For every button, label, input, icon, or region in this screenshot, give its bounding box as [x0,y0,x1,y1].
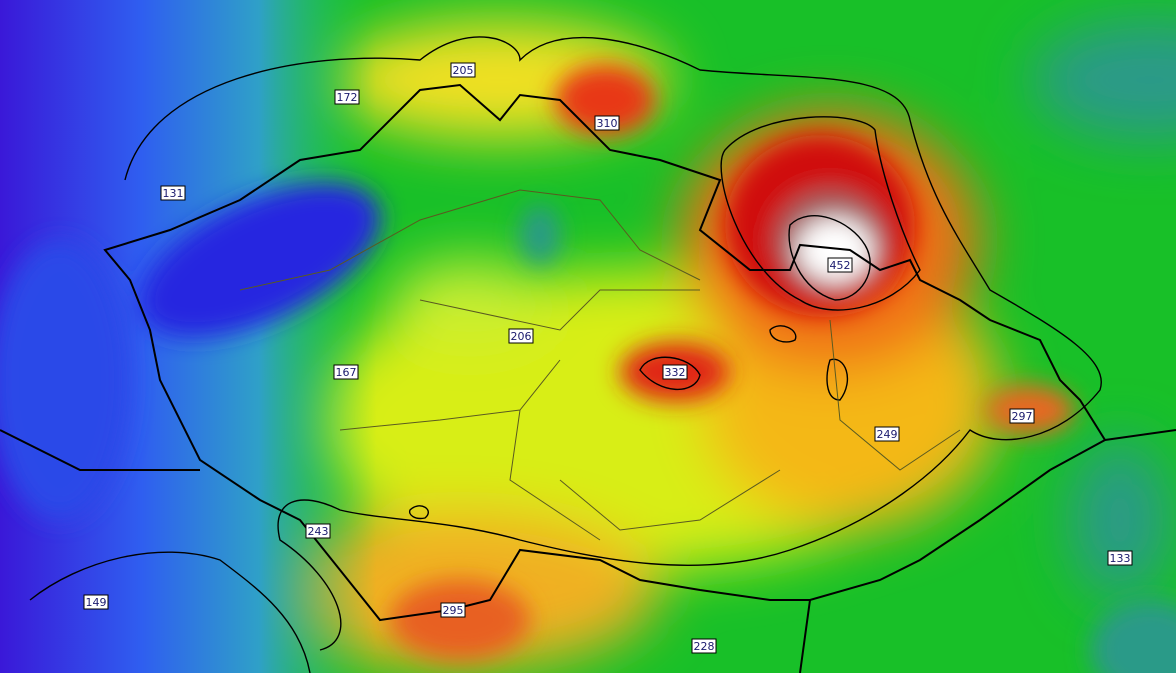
value-label: 243 [305,523,331,539]
value-label: 167 [333,364,359,380]
label-text: 310 [597,117,618,130]
label-text: 172 [337,91,358,104]
value-label: 332 [662,364,688,380]
value-labels: 205 172 310 131 452 206 332 167 297 249 243 133 149 2… [83,62,1133,654]
value-label: 228 [691,638,717,654]
label-box [508,328,534,344]
label-box [83,594,109,610]
value-label: 452 [827,257,853,273]
label-text: 249 [877,428,898,441]
value-label: 295 [440,602,466,618]
value-label: 133 [1107,550,1133,566]
label-text: 167 [336,366,357,379]
value-label: 172 [334,89,360,105]
label-text: 243 [308,525,329,538]
label-box [1009,408,1035,424]
label-box [827,257,853,273]
label-text: 295 [443,604,464,617]
value-label: 297 [1009,408,1035,424]
value-label: 310 [594,115,620,131]
label-text: 206 [511,330,532,343]
label-text: 452 [830,259,851,272]
value-label: 206 [508,328,534,344]
label-box [691,638,717,654]
region-borders [239,189,961,541]
value-label: 249 [874,426,900,442]
label-box [1107,550,1133,566]
label-box [334,89,360,105]
label-text: 131 [163,187,184,200]
label-text: 297 [1012,410,1033,423]
label-text: 149 [86,596,107,609]
label-text: 332 [665,366,686,379]
label-text: 205 [453,64,474,77]
value-label: 149 [83,594,109,610]
label-box [333,364,359,380]
label-box [662,364,688,380]
value-label: 205 [450,62,476,78]
label-text: 228 [694,640,715,653]
isolines [29,36,1102,673]
label-text: 133 [1110,552,1131,565]
value-label: 131 [160,185,186,201]
country-border [0,83,1176,673]
label-box [874,426,900,442]
label-box [160,185,186,201]
label-box [305,523,331,539]
label-box [594,115,620,131]
label-box [450,62,476,78]
label-box [440,602,466,618]
